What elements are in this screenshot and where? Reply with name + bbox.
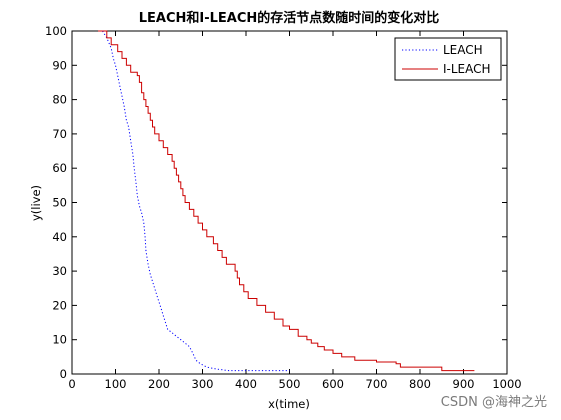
y-tick-label: 40 — [52, 230, 67, 244]
y-tick-label: 20 — [52, 298, 67, 312]
x-tick-label: 400 — [235, 377, 257, 391]
series-layer — [98, 30, 475, 372]
x-tick-label: 0 — [68, 377, 75, 391]
x-tick-label: 700 — [366, 377, 388, 391]
y-tick-label: 60 — [52, 161, 67, 175]
chart-title: LEACH和I-LEACH的存活节点数随时间的变化对比 — [139, 10, 440, 26]
x-tick-label: 500 — [279, 377, 301, 391]
x-tick-label: 300 — [192, 377, 214, 391]
series-line-i-leach — [98, 30, 475, 372]
y-tick-label: 80 — [52, 93, 67, 107]
x-axis-label: x(time) — [268, 397, 310, 411]
x-axis-ticks: 0 100 200 300 400 500 600 700 800 900 1000 — [68, 31, 522, 391]
y-tick-label: 70 — [52, 127, 67, 141]
legend-label-leach: LEACH — [443, 43, 483, 57]
x-tick-label: 1000 — [492, 377, 521, 391]
x-tick-label: 900 — [453, 377, 475, 391]
y-tick-label: 100 — [45, 24, 67, 38]
legend-label-i-leach: I-LEACH — [443, 62, 491, 76]
y-axis-ticks: 0 10 20 30 40 50 60 70 80 90 100 — [45, 24, 507, 381]
y-tick-label: 0 — [60, 367, 67, 381]
x-tick-label: 800 — [409, 377, 431, 391]
y-tick-label: 10 — [52, 333, 67, 347]
x-tick-label: 200 — [148, 377, 170, 391]
y-axis-label: y(live) — [29, 185, 43, 221]
plot-area — [71, 30, 508, 375]
y-tick-label: 90 — [52, 58, 67, 72]
legend-box — [394, 37, 502, 81]
watermark: CSDN @海神之光 — [441, 395, 547, 410]
y-tick-label: 50 — [52, 196, 67, 210]
y-tick-label: 30 — [52, 264, 67, 278]
legend: LEACH I-LEACH — [394, 37, 502, 81]
x-tick-label: 600 — [322, 377, 344, 391]
x-tick-label: 100 — [105, 377, 127, 391]
series-line-leach — [102, 30, 290, 372]
